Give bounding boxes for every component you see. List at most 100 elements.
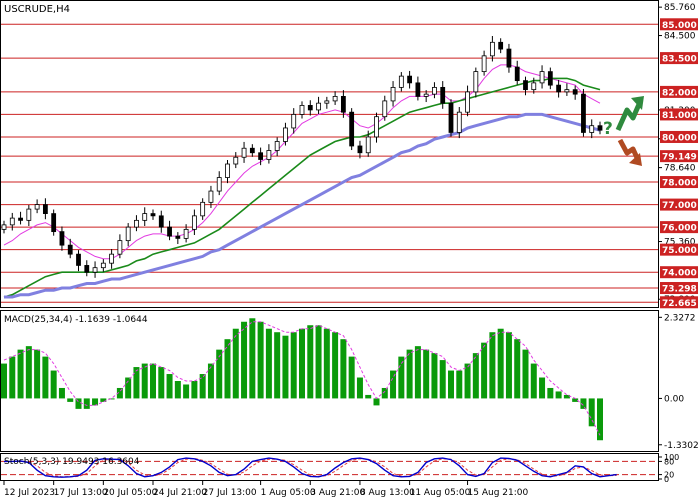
macd-bar: [257, 321, 264, 399]
candle: [489, 36, 495, 62]
question-mark: ?: [603, 119, 613, 139]
macd-bar: [340, 339, 347, 399]
macd-bar: [356, 377, 363, 399]
candle: [76, 250, 81, 272]
ma-line: [4, 112, 601, 299]
candle: [9, 212, 15, 231]
level-badge-label: 82.000: [662, 88, 697, 98]
candle: [432, 82, 437, 99]
candle: [67, 238, 73, 259]
macd-bar: [216, 349, 223, 399]
macd-bar: [572, 398, 579, 402]
level-badge-label: 76.000: [662, 224, 697, 234]
candle-body: [167, 226, 172, 237]
candle-body: [142, 213, 148, 221]
candle: [506, 43, 512, 73]
arrow-up-icon: [615, 100, 643, 132]
candle: [316, 96, 321, 114]
macd-bar: [249, 318, 256, 399]
macd-bar: [505, 332, 512, 399]
candle-body: [18, 217, 23, 221]
candle-body: [374, 116, 379, 138]
level-badge-label: 73.298: [662, 285, 697, 295]
arrow-down-icon: [617, 138, 641, 162]
macd-bar: [191, 381, 198, 399]
macd-bar: [158, 367, 165, 399]
level-badge: [660, 176, 698, 189]
stoch-tick-label: 80: [664, 457, 674, 466]
candle: [208, 185, 214, 208]
time-tick-label: 27 Jul 13:00: [203, 488, 257, 498]
macd-bar: [241, 321, 248, 399]
macd-tick-label: 2.3272: [664, 313, 696, 323]
macd-bar: [9, 356, 16, 399]
ma-line: [3, 64, 601, 260]
candle-body: [556, 84, 562, 93]
price-tick-label: 78.640: [664, 164, 696, 174]
macd-bar: [588, 398, 595, 427]
candle-body: [473, 71, 479, 93]
macd-bar: [448, 370, 454, 399]
time-tick-label: 3 Aug 21:00: [310, 488, 365, 498]
candle: [374, 112, 379, 143]
candle: [473, 67, 479, 98]
candle-body: [1, 224, 7, 230]
level-badge: [660, 52, 698, 65]
candle: [158, 210, 164, 233]
macd-bar: [100, 398, 107, 402]
candle-body: [340, 96, 346, 113]
price-level-badges: 85.000 83.500 82.000 81.000 80.000 79.149 78.0…: [660, 18, 698, 309]
macd-bar: [75, 398, 82, 409]
macd-bar: [125, 377, 132, 399]
candle-body: [208, 190, 214, 203]
macd-bar: [373, 398, 380, 406]
candle: [134, 215, 139, 232]
candle-body: [316, 102, 321, 111]
candles: [1, 36, 603, 278]
level-badge: [660, 108, 698, 121]
candle-body: [100, 262, 106, 269]
candle-body: [59, 231, 65, 246]
candle: [547, 67, 553, 90]
stoch-tick-label: 20: [664, 471, 674, 480]
macd-bar: [150, 363, 156, 399]
candle: [498, 38, 504, 54]
level-badge-label: 75.000: [662, 246, 697, 256]
macd-bar: [555, 391, 562, 399]
candle: [481, 50, 487, 76]
trend-annotations: ?: [603, 96, 644, 166]
level-badge: [660, 130, 698, 143]
level-badge: [660, 266, 698, 279]
candle-body: [283, 127, 288, 142]
candle: [42, 198, 48, 220]
macd-bar: [439, 360, 446, 399]
level-badge-label: 78.000: [662, 179, 697, 189]
candle: [589, 119, 595, 139]
macd-bar: [17, 349, 24, 399]
candle-body: [258, 152, 264, 160]
candle-body: [158, 215, 164, 228]
macd-bar: [141, 363, 148, 399]
candle: [117, 234, 123, 259]
macd-bar: [290, 332, 297, 399]
candle: [216, 171, 222, 196]
candle: [390, 81, 396, 107]
level-badge-label: 85.000: [662, 21, 697, 31]
macd-bar: [282, 335, 289, 399]
candle: [258, 147, 264, 166]
candle: [233, 152, 239, 169]
macd-bar: [547, 387, 554, 399]
macd-bar: [207, 363, 214, 399]
level-badge-label: 83.500: [662, 55, 697, 65]
macd-bar: [431, 353, 438, 399]
macd-bar: [381, 387, 388, 399]
candle-body: [523, 80, 528, 91]
candle-body: [233, 156, 239, 165]
candle: [332, 91, 338, 105]
candle: [26, 205, 32, 226]
level-badge-label: 81.000: [662, 111, 697, 121]
macd-bar: [166, 374, 173, 399]
macd-bar: [315, 325, 322, 399]
